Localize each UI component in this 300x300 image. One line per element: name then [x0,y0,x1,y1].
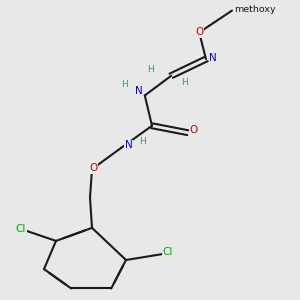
Text: H: H [147,65,154,74]
Text: N: N [209,53,217,63]
Text: O: O [195,27,203,38]
Text: Cl: Cl [16,224,26,234]
Text: methoxy: methoxy [234,5,276,14]
Text: O: O [190,125,198,135]
Text: O: O [89,164,97,173]
Text: Cl: Cl [163,248,173,257]
Text: N: N [135,86,143,96]
Text: N: N [124,140,132,151]
Text: H: H [181,78,188,87]
Text: H: H [140,137,146,146]
Text: H: H [122,80,128,89]
